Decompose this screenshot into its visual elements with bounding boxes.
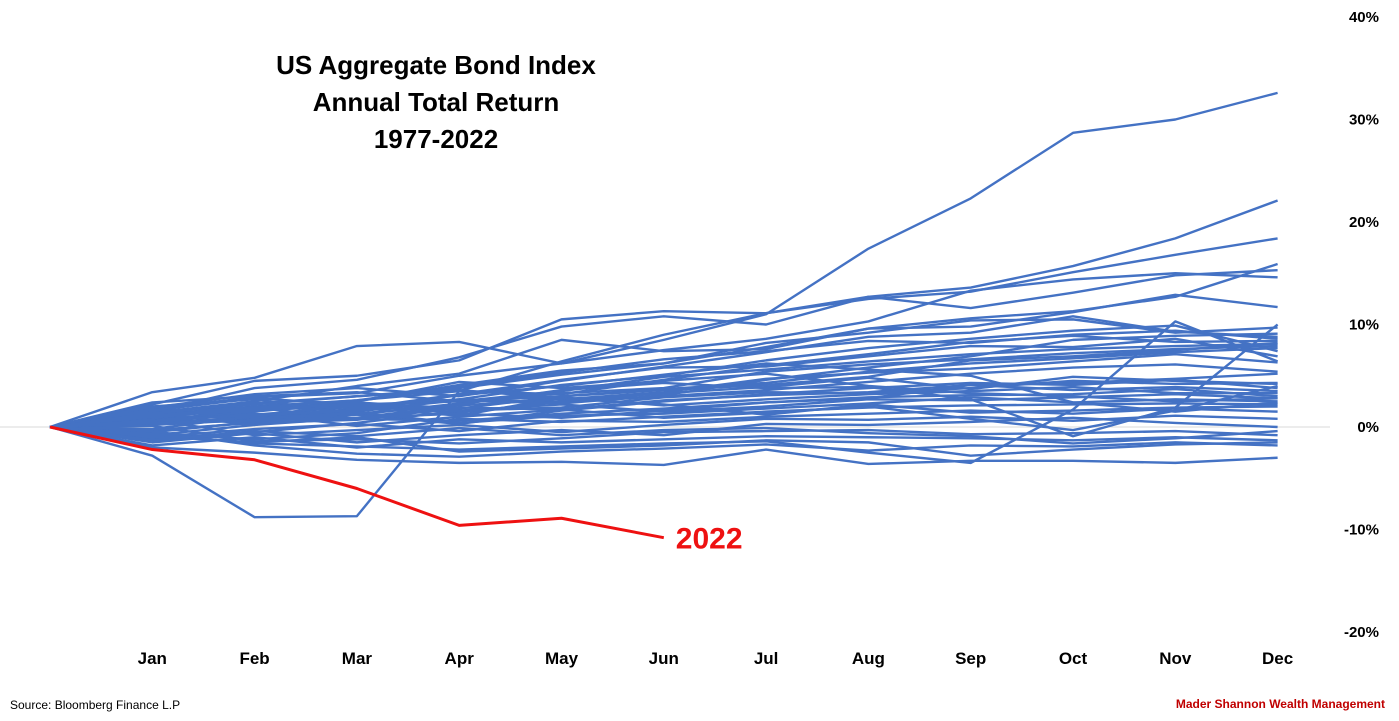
- series-line-20: [49, 383, 1278, 432]
- y-axis-ticks: 40% 30% 20% 10% 0% -10% -20%: [1344, 9, 1379, 641]
- x-tick-label: Nov: [1159, 649, 1192, 668]
- series-line-29: [49, 416, 1278, 444]
- title-line-1: US Aggregate Bond Index: [276, 50, 596, 80]
- series-line-39: [49, 323, 1279, 438]
- x-tick-label: Jun: [649, 649, 679, 668]
- x-tick-label: Jul: [754, 649, 779, 668]
- series-line-35: [49, 341, 1278, 429]
- y-tick-label: 10%: [1349, 317, 1379, 334]
- x-axis-ticks: Jan Feb Mar Apr May Jun Jul Aug Sep Oct Nov Dec: [138, 649, 1294, 668]
- series-line-42: [49, 379, 1278, 429]
- source-note: Source: Bloomberg Finance L.P: [10, 698, 181, 712]
- series-line-31: [49, 425, 1278, 449]
- y-tick-label: 20%: [1349, 214, 1379, 231]
- series-line-40: [49, 320, 1279, 465]
- series-line-2: [49, 199, 1279, 519]
- series-label-2022: 2022: [676, 523, 743, 556]
- series-line-41: [49, 372, 1278, 429]
- x-tick-label: Sep: [955, 649, 986, 668]
- chart-title: US Aggregate Bond Index Annual Total Ret…: [276, 50, 596, 154]
- y-tick-label: -10%: [1344, 522, 1379, 539]
- series-line-28: [49, 414, 1278, 437]
- x-tick-label: Apr: [445, 649, 475, 668]
- y-tick-label: -20%: [1344, 624, 1379, 641]
- series-line-33: [49, 425, 1278, 467]
- title-line-2: Annual Total Return: [313, 87, 560, 117]
- title-line-3: 1977-2022: [374, 124, 498, 154]
- x-tick-label: Feb: [239, 649, 269, 668]
- x-tick-label: May: [545, 649, 579, 668]
- y-tick-label: 0%: [1357, 419, 1379, 436]
- x-tick-label: Oct: [1059, 649, 1088, 668]
- x-tick-label: Aug: [852, 649, 885, 668]
- x-tick-label: Jan: [138, 649, 167, 668]
- x-tick-label: Dec: [1262, 649, 1293, 668]
- series-line-43: [49, 425, 1278, 445]
- series-line-2022: [49, 425, 665, 540]
- y-tick-label: 40%: [1349, 9, 1379, 26]
- series-layer: [49, 91, 1279, 519]
- brand-name: Mader Shannon Wealth Management: [1175, 697, 1385, 711]
- x-tick-label: Mar: [342, 649, 373, 668]
- series-line-4: [49, 268, 1278, 429]
- y-tick-label: 30%: [1349, 112, 1379, 129]
- series-line-44: [49, 332, 1278, 429]
- series-line-45: [49, 329, 1278, 429]
- series-line-3: [49, 237, 1278, 429]
- series-line-36: [49, 372, 1278, 429]
- highlight-layer: 2022: [49, 425, 743, 556]
- series-line-1: [49, 91, 1278, 429]
- series-line-27: [49, 407, 1278, 439]
- series-line-32: [49, 425, 1278, 458]
